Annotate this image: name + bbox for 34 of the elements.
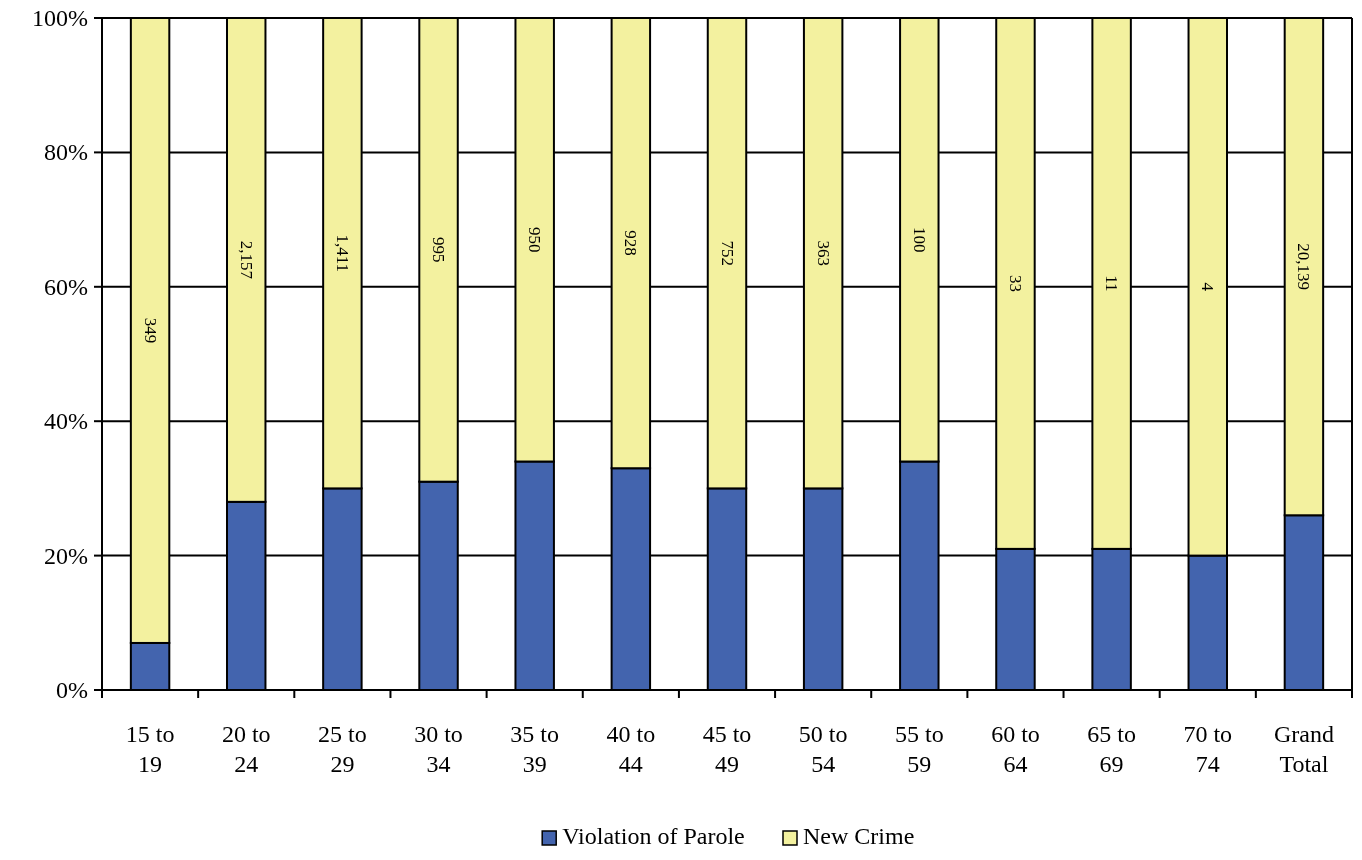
annotation: 2,157 [236,240,256,280]
x-tick-label: 65 to 69 [1087,721,1136,777]
y-tick-label: 60% [44,273,88,300]
legend-label: Violation of Parole [562,823,745,849]
annotation: 1,411 [332,234,352,273]
x-tick-label: 25 to 29 [318,721,367,777]
x-tick-label: 30 to 34 [414,721,463,777]
x-tick-label: 60 to 64 [991,721,1040,777]
x-tick-label: 40 to 44 [606,721,656,777]
x-tick-label: 55 to 59 [894,721,944,777]
annotation: 11 [1102,275,1122,292]
x-tick-label: 50 to 54 [798,721,848,777]
annotation: 349 [140,317,160,344]
x-tick-label: Grand Total [1273,721,1334,777]
x-tick-label: 15 to 19 [125,721,175,777]
annotation: 33 [1005,274,1025,292]
x-tick-label: 70 to 74 [1183,721,1233,777]
y-tick-label: 80% [44,139,88,166]
x-tick-label: 20 to 24 [221,721,271,777]
annotation: 100 [909,227,929,253]
annotation: 363 [813,240,833,266]
annotation: 995 [429,237,449,263]
annotation: 20,139 [1294,243,1314,291]
y-tick-label: 20% [44,542,88,569]
legend-label: New Crime [803,823,915,849]
y-tick-label: 0% [56,677,88,703]
y-tick-label: 100% [32,5,88,31]
annotation: 928 [621,230,641,256]
annotation: 4 [1198,282,1218,292]
x-tick-label: 35 to 39 [510,721,560,777]
y-tick-label: 40% [44,408,88,435]
x-tick-label: 45 to 49 [702,721,752,777]
annotation: 950 [525,227,545,253]
annotation: 752 [717,240,737,266]
